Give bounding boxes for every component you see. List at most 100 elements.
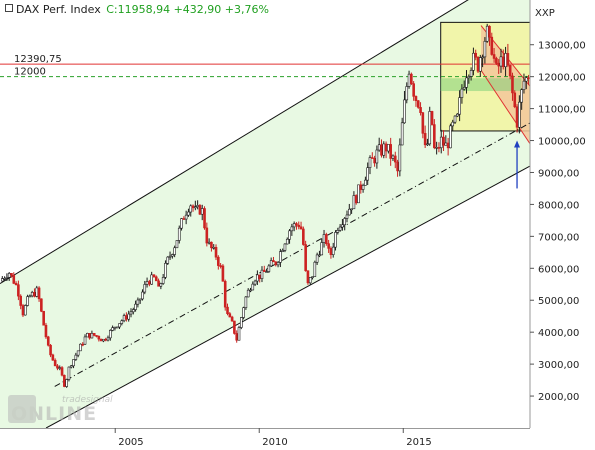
candle bbox=[65, 378, 68, 388]
candle bbox=[389, 137, 392, 166]
resistance-label: 12390,75 bbox=[14, 54, 62, 65]
candle bbox=[375, 145, 379, 169]
uptrend-channel-upper-line bbox=[0, 0, 469, 285]
candle bbox=[56, 364, 59, 371]
candle bbox=[237, 325, 241, 341]
candle bbox=[279, 248, 282, 268]
candle bbox=[492, 47, 496, 63]
candle bbox=[320, 238, 324, 256]
candle bbox=[92, 333, 96, 337]
candle bbox=[5, 273, 9, 282]
candle bbox=[83, 334, 87, 345]
candle bbox=[21, 303, 25, 318]
candle bbox=[76, 350, 80, 358]
y-tick-label: 12000,00 bbox=[538, 73, 586, 84]
candle bbox=[120, 319, 124, 326]
candle bbox=[111, 325, 114, 332]
candle bbox=[366, 162, 369, 185]
candle bbox=[14, 281, 18, 286]
support-label: 12000 bbox=[14, 67, 46, 78]
candle bbox=[350, 208, 353, 214]
candle bbox=[246, 288, 250, 298]
candle bbox=[513, 90, 517, 109]
candle bbox=[306, 270, 310, 285]
candle bbox=[522, 73, 526, 94]
currency-label: XXP bbox=[535, 8, 555, 19]
candle bbox=[198, 204, 202, 216]
candle bbox=[244, 296, 248, 310]
candle bbox=[109, 329, 112, 341]
candle bbox=[285, 237, 289, 245]
candle bbox=[403, 90, 406, 124]
candle bbox=[269, 257, 273, 267]
candle bbox=[416, 100, 420, 109]
candle bbox=[97, 335, 101, 342]
candle bbox=[451, 119, 455, 132]
candle bbox=[228, 312, 232, 318]
candle bbox=[343, 217, 347, 231]
candle bbox=[465, 70, 468, 94]
candle bbox=[223, 279, 227, 311]
candle bbox=[400, 117, 404, 146]
candle bbox=[368, 155, 372, 175]
y-axis: 2000,00 3000,00 4000,00 5000,00 6000,00 7000,… bbox=[530, 41, 586, 403]
candle bbox=[449, 123, 452, 149]
candle bbox=[453, 115, 457, 124]
candle bbox=[72, 359, 75, 369]
candle bbox=[168, 251, 172, 260]
candle bbox=[336, 227, 340, 235]
watermark-wordmark: ONLINE bbox=[11, 403, 97, 425]
candle bbox=[214, 244, 218, 261]
candle bbox=[12, 272, 16, 285]
candle bbox=[318, 250, 321, 258]
x-tick-label: 2015 bbox=[406, 437, 431, 448]
chart-header: DAX Perf. Index C:11958,94 +432,90 +3,76… bbox=[5, 3, 269, 16]
y-tick-label: 4000,00 bbox=[538, 328, 579, 339]
candle bbox=[115, 326, 119, 329]
candle bbox=[442, 130, 445, 152]
candle bbox=[412, 81, 415, 101]
y-tick-label: 5000,00 bbox=[538, 296, 579, 307]
candle bbox=[311, 276, 314, 280]
candle bbox=[458, 90, 461, 122]
plot-area[interactable] bbox=[0, 0, 530, 450]
candle bbox=[242, 306, 245, 320]
candle bbox=[86, 332, 89, 338]
candle bbox=[51, 353, 55, 361]
y-tick-label: 3000,00 bbox=[538, 360, 579, 371]
candle bbox=[364, 176, 367, 186]
candle bbox=[331, 242, 335, 258]
candle bbox=[235, 330, 239, 343]
x-tick-label: 2010 bbox=[262, 437, 287, 448]
x-tick-label: 2005 bbox=[118, 437, 143, 448]
candle bbox=[63, 374, 66, 388]
candle bbox=[42, 310, 45, 326]
candle bbox=[26, 294, 29, 307]
y-tick-label: 8000,00 bbox=[538, 200, 579, 211]
watermark: tradesignal ONLINE bbox=[8, 395, 113, 425]
down-channel-lower-line bbox=[480, 69, 530, 145]
candle bbox=[426, 138, 429, 146]
candle bbox=[304, 240, 307, 272]
candle bbox=[152, 274, 156, 278]
candle bbox=[290, 223, 294, 236]
candle bbox=[260, 266, 264, 283]
header-icon bbox=[5, 4, 13, 12]
candle bbox=[40, 298, 43, 313]
candle bbox=[272, 256, 275, 263]
candle bbox=[141, 289, 144, 301]
candle bbox=[46, 335, 50, 347]
candle bbox=[495, 56, 498, 66]
candle bbox=[49, 344, 52, 358]
candle bbox=[414, 95, 418, 107]
y-tick-label: 7000,00 bbox=[538, 232, 579, 243]
quote-text: C:11958,94 +432,90 +3,76% bbox=[106, 3, 269, 16]
candle bbox=[230, 315, 234, 322]
candle bbox=[299, 221, 303, 230]
candle bbox=[23, 304, 27, 316]
candle bbox=[485, 23, 489, 43]
support-band bbox=[440, 78, 522, 92]
candle bbox=[203, 206, 206, 230]
candle bbox=[60, 366, 64, 377]
